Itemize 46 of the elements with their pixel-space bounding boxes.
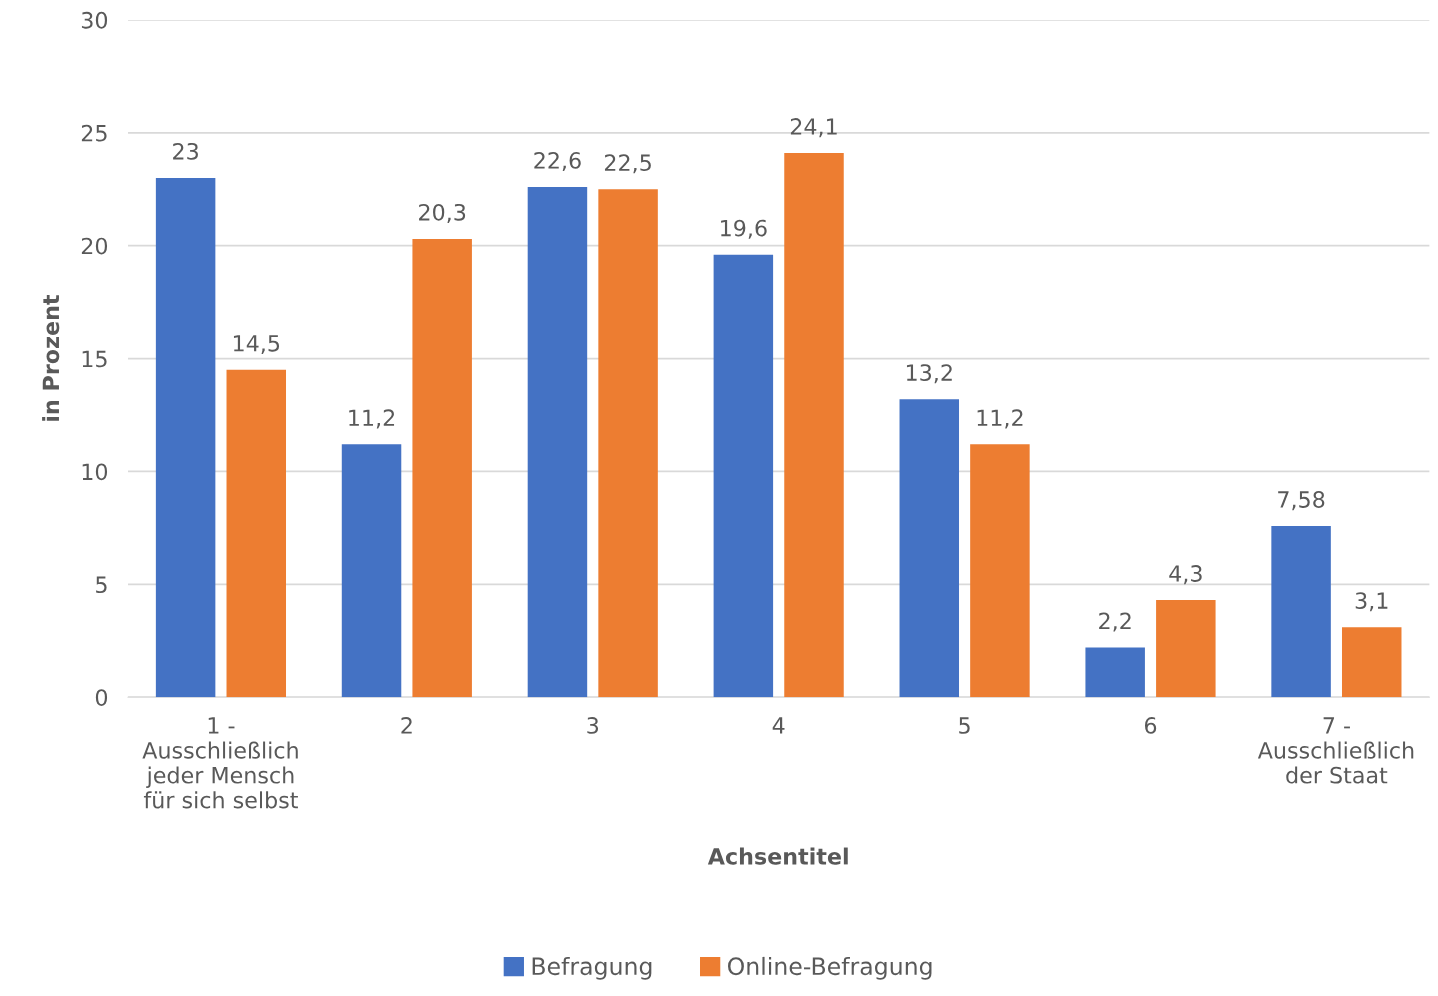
bar (527, 186, 588, 698)
legend-label: Online-Befragung (728, 956, 932, 980)
bar (899, 399, 960, 698)
x-tick-label: 5 (959, 717, 970, 734)
data-label: 7,58 (1278, 491, 1325, 511)
y-tick-label: 25 (81, 124, 107, 142)
bar (713, 254, 774, 698)
y-tick-label: 15 (82, 350, 107, 368)
x-tick-label: 4 (772, 717, 785, 734)
bar (412, 238, 472, 698)
data-label: 2,2 (1099, 612, 1131, 632)
x-tick-label: 2 (401, 717, 412, 734)
y-tick-label: 5 (96, 576, 107, 594)
data-label: 4,3 (1169, 565, 1202, 585)
bar (1156, 600, 1216, 698)
data-label: 11,2 (977, 409, 1023, 429)
data-label: 20,3 (419, 203, 466, 223)
y-tick-label: 20 (81, 237, 108, 255)
y-tick-label: 30 (81, 11, 108, 29)
bar (784, 153, 844, 698)
data-label: 11,2 (349, 409, 395, 429)
y-tick-label: 0 (95, 689, 108, 706)
data-label: 23 (173, 142, 198, 160)
x-tick-label: 6 (1144, 717, 1157, 734)
data-label: 19,6 (721, 219, 767, 239)
x-tick-label: 3 (587, 717, 599, 734)
x-axis-title: Achsentitel (707, 847, 848, 865)
legend-label: Befragung (532, 956, 652, 980)
bar (1271, 526, 1331, 698)
data-label: 3,1 (1355, 592, 1388, 612)
y-axis-title: in Prozent (42, 295, 60, 421)
data-label: 24,1 (790, 118, 837, 138)
y-tick-label: 10 (82, 463, 108, 481)
x-tick-label: 7 - Ausschließlich der Staat (1257, 717, 1414, 784)
bar (1085, 647, 1145, 698)
bar (970, 444, 1030, 698)
bar (341, 444, 402, 698)
bar (226, 369, 287, 698)
x-tick-label: 1 - Ausschließlich jeder Mensch für sich selbst (142, 717, 298, 809)
data-label: 14,5 (233, 335, 280, 354)
bar (598, 189, 658, 698)
data-label: 22,5 (604, 154, 651, 174)
bar (155, 177, 216, 698)
data-label: 22,6 (534, 151, 581, 172)
data-label: 13,2 (906, 364, 952, 384)
bar (1341, 627, 1402, 698)
